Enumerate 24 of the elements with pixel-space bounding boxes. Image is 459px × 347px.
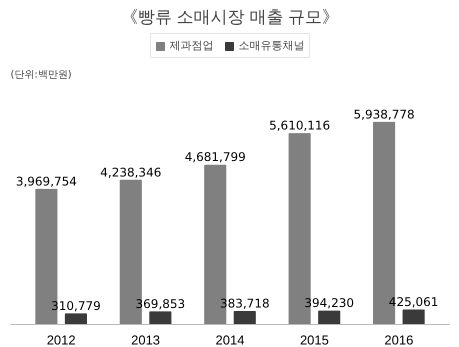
data-label: 383,718 bbox=[220, 296, 270, 310]
bar bbox=[64, 313, 87, 324]
data-label: 369,853 bbox=[136, 296, 186, 311]
x-tick-label: 2014 bbox=[216, 332, 244, 347]
data-label: 5,938,778 bbox=[354, 107, 415, 122]
bar bbox=[149, 311, 172, 324]
data-label: 3,969,754 bbox=[16, 174, 77, 188]
x-tick-label: 2016 bbox=[384, 332, 414, 347]
data-label: 310,779 bbox=[51, 298, 101, 313]
bar bbox=[234, 310, 256, 324]
x-tick-label: 2013 bbox=[131, 332, 160, 347]
x-tick-label: 2012 bbox=[46, 332, 76, 347]
data-label: 425,061 bbox=[388, 295, 438, 310]
data-label: 5,610,116 bbox=[269, 118, 330, 133]
data-label: 4,238,346 bbox=[100, 165, 162, 180]
x-tick-label: 2015 bbox=[300, 332, 329, 347]
data-label: 394,230 bbox=[304, 296, 354, 310]
legend-label: 제과점업 bbox=[170, 39, 214, 53]
bar bbox=[318, 310, 340, 324]
legend-label: 소매유통채널 bbox=[238, 39, 304, 53]
text: (단위:백만원) bbox=[10, 70, 72, 80]
data-label: 4,681,799 bbox=[184, 150, 246, 164]
bar bbox=[402, 310, 425, 324]
chart-title: 《빵류 소매시장 매출 규모》 bbox=[120, 8, 340, 26]
